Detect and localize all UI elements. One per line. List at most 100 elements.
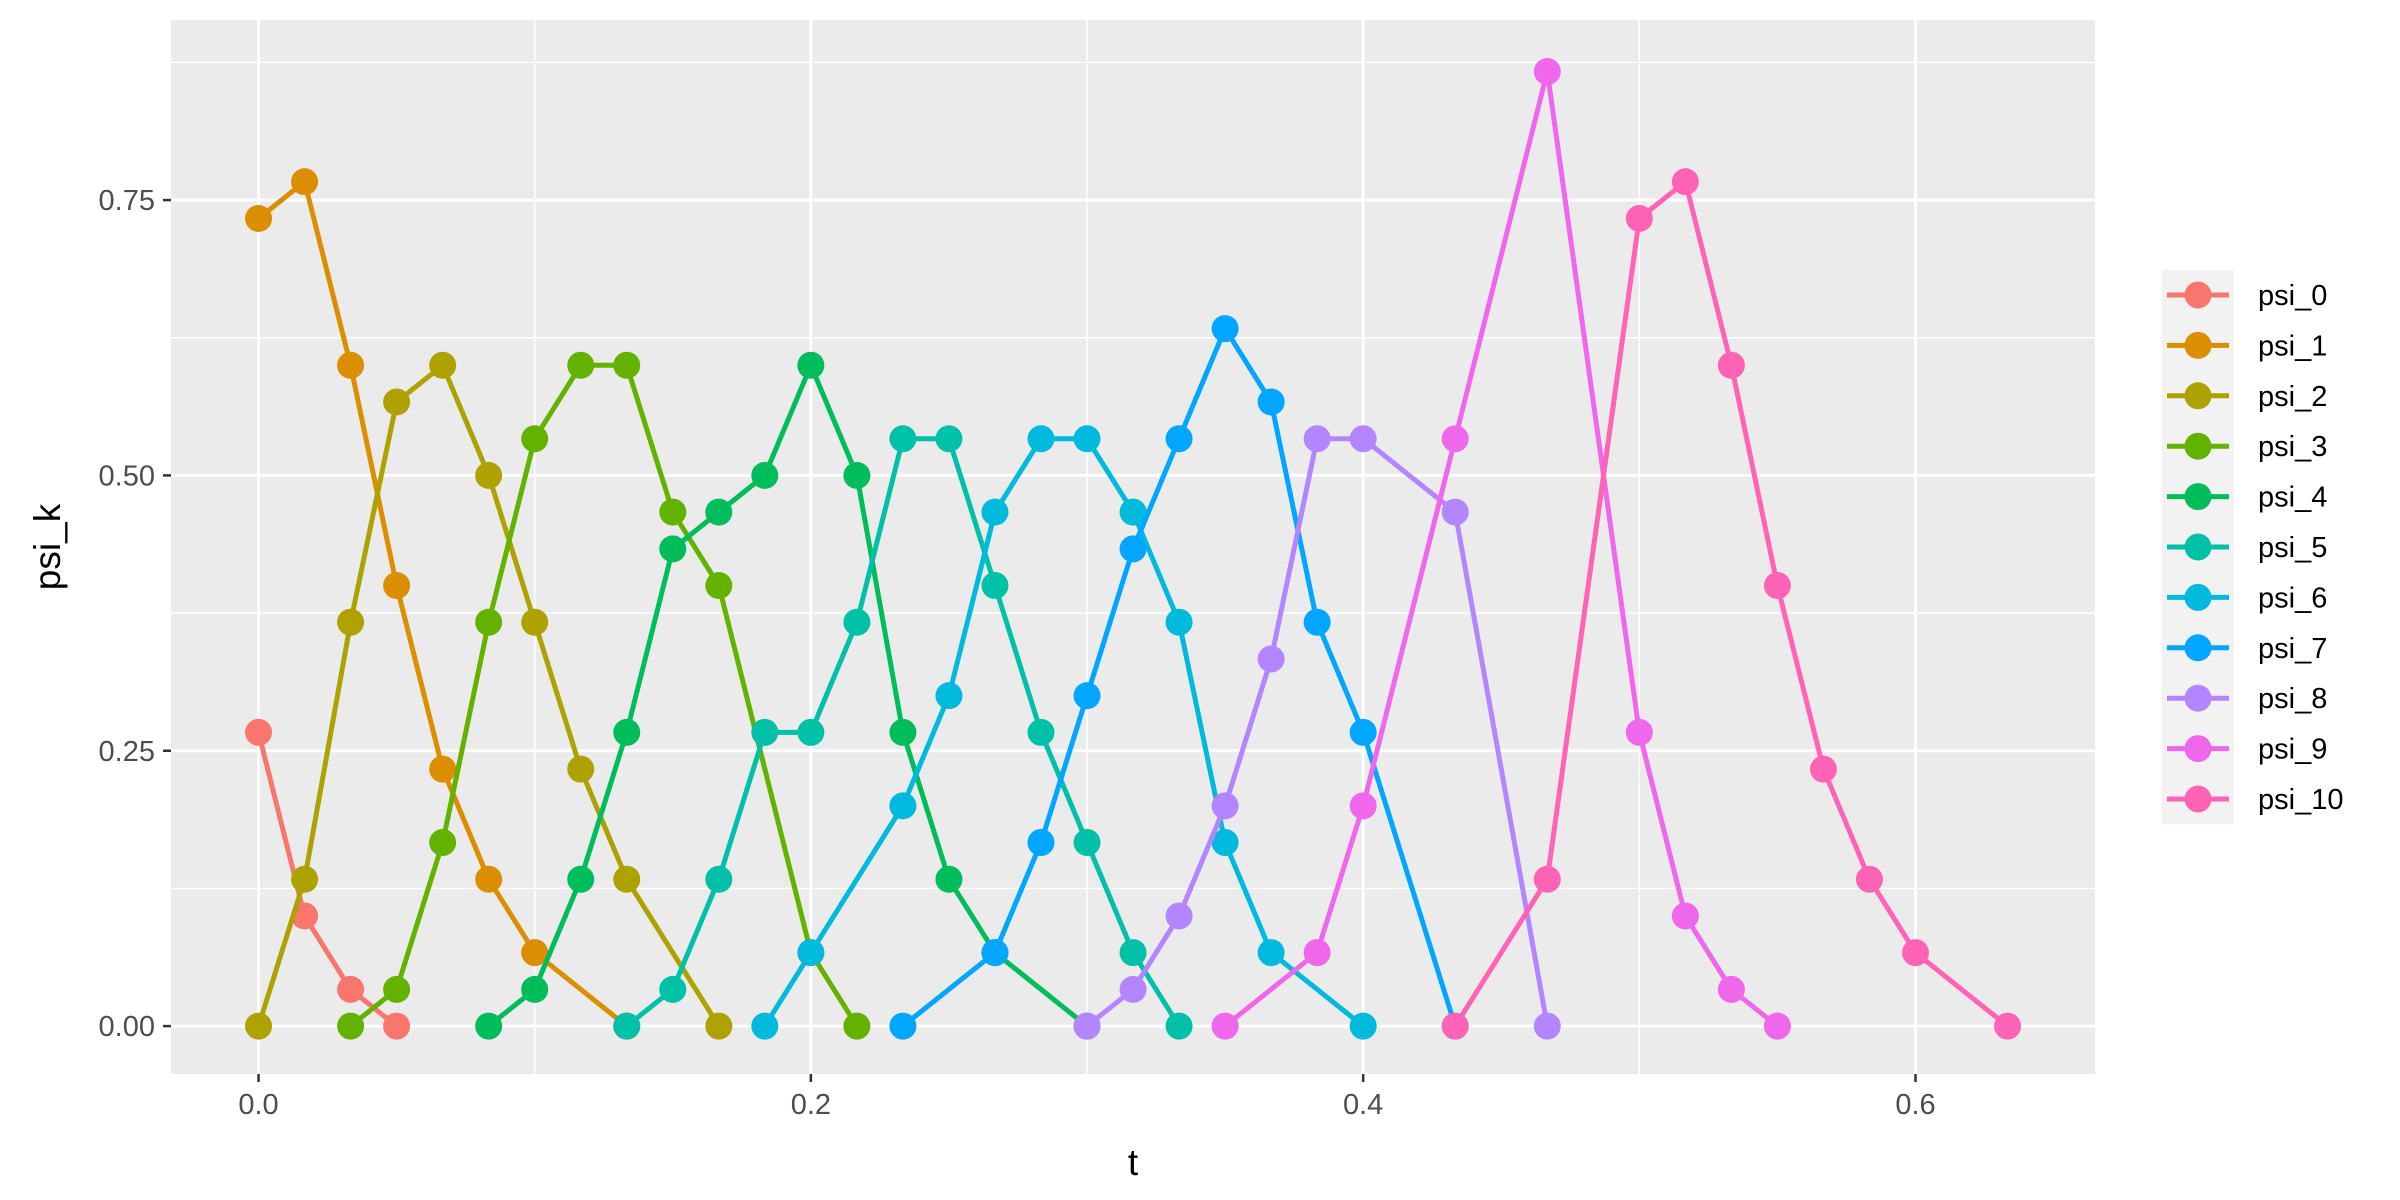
data-point (383, 388, 411, 416)
data-point (1441, 425, 1469, 453)
data-point (659, 498, 687, 526)
data-point (1119, 939, 1147, 967)
legend-label: psi_9 (2258, 734, 2327, 766)
legend-item-psi-1: psi_1 (2167, 330, 2327, 362)
data-point (1211, 315, 1239, 343)
legend-key-point (2184, 281, 2212, 309)
data-point (1119, 975, 1147, 1003)
data-point (1073, 425, 1101, 453)
data-point (613, 718, 641, 746)
data-point (1349, 1012, 1377, 1040)
data-point (1671, 902, 1699, 930)
data-point (337, 608, 365, 636)
data-point (521, 975, 549, 1003)
data-point (429, 351, 457, 379)
x-axis: 0.0 0.2 0.4 0.6 (238, 1074, 1936, 1121)
series-line (256, 362, 721, 1028)
data-point (1165, 1012, 1193, 1040)
y-axis-title: psi_k (27, 503, 68, 590)
data-point (1809, 755, 1837, 783)
data-point (337, 351, 365, 379)
series-layer (245, 58, 2022, 1040)
data-point (613, 351, 641, 379)
data-point (1717, 975, 1745, 1003)
data-point (1901, 939, 1929, 967)
data-point (1027, 718, 1055, 746)
data-point (1671, 168, 1699, 196)
data-point (843, 608, 871, 636)
data-point (1349, 792, 1377, 820)
data-point (475, 1012, 503, 1040)
data-point (1303, 425, 1331, 453)
data-point (705, 1012, 733, 1040)
legend-label: psi_5 (2258, 532, 2327, 564)
data-point (245, 204, 273, 232)
data-point (475, 461, 503, 489)
data-point (1763, 1012, 1791, 1040)
data-point (659, 975, 687, 1003)
data-point (1119, 498, 1147, 526)
legend-item-psi-3: psi_3 (2167, 431, 2327, 463)
data-point (1625, 718, 1653, 746)
data-point (935, 865, 963, 893)
legend-label: psi_0 (2258, 280, 2327, 312)
series-line (1453, 179, 2010, 1029)
legend-key-point (2184, 735, 2212, 763)
legend-item-psi-9: psi_9 (2167, 734, 2327, 766)
data-point (705, 865, 733, 893)
data-point (1441, 498, 1469, 526)
data-point (383, 975, 411, 1003)
data-point (797, 939, 825, 967)
legend-label: psi_1 (2258, 330, 2327, 362)
data-point (889, 425, 917, 453)
legend-item-psi-10: psi_10 (2167, 784, 2343, 816)
legend-key-point (2184, 382, 2212, 410)
data-point (383, 572, 411, 600)
data-point (659, 535, 687, 563)
legend-label: psi_3 (2258, 431, 2327, 463)
data-point (981, 498, 1009, 526)
data-point (1165, 608, 1193, 636)
data-point (1533, 865, 1561, 893)
data-point (337, 1012, 365, 1040)
data-point (1533, 58, 1561, 86)
data-point (1441, 1012, 1469, 1040)
data-point (1073, 682, 1101, 710)
data-point (1349, 425, 1377, 453)
legend-label: psi_7 (2258, 633, 2327, 665)
series-psi-10 (1441, 168, 2022, 1040)
legend-item-psi-4: psi_4 (2167, 482, 2327, 514)
data-point (981, 572, 1009, 600)
data-point (245, 1012, 273, 1040)
data-point (797, 718, 825, 746)
data-point (751, 461, 779, 489)
data-point (889, 718, 917, 746)
x-tick-label: 0.4 (1343, 1089, 1383, 1121)
data-point (1855, 865, 1883, 893)
data-point (1994, 1012, 2022, 1040)
data-point (429, 755, 457, 783)
legend-key-point (2184, 634, 2212, 662)
data-point (935, 682, 963, 710)
data-point (1717, 351, 1745, 379)
data-point (1257, 645, 1285, 673)
data-point (383, 1012, 411, 1040)
legend-key-point (2184, 684, 2212, 712)
y-tick-label: 0.50 (99, 460, 155, 492)
data-point (1625, 204, 1653, 232)
data-point (429, 828, 457, 856)
x-tick-label: 0.0 (238, 1089, 278, 1121)
y-tick-label: 0.00 (99, 1011, 155, 1043)
data-point (521, 608, 549, 636)
data-point (613, 865, 641, 893)
legend-key-point (2184, 583, 2212, 611)
legend: psi_0 psi_1 psi_2 psi_3 psi_4 psi_5 psi_6 psi_7… (2162, 269, 2343, 825)
data-point (751, 1012, 779, 1040)
data-point (1211, 828, 1239, 856)
legend-item-psi-6: psi_6 (2167, 582, 2327, 614)
data-point (935, 425, 963, 453)
legend-key-point (2184, 785, 2212, 813)
data-point (1763, 572, 1791, 600)
series-psi-2 (245, 351, 733, 1040)
